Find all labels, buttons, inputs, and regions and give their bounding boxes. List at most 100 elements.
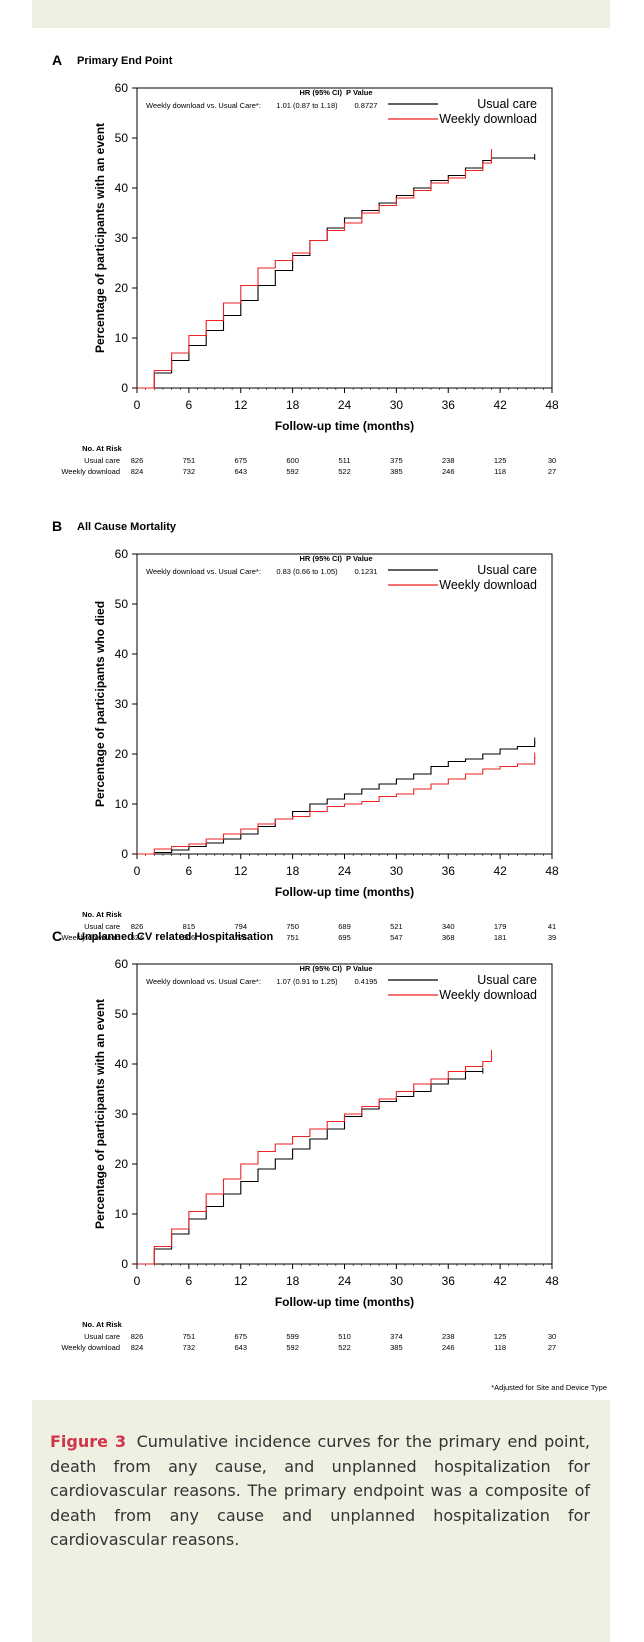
at-risk-value: 695 — [338, 933, 351, 942]
at-risk-value: 751 — [183, 456, 196, 465]
at-risk-row-name: Usual care — [84, 922, 120, 931]
y-tick-label: 50 — [115, 597, 129, 611]
at-risk-value: 643 — [234, 467, 247, 476]
series-line-1 — [137, 756, 536, 855]
x-tick-label: 6 — [186, 398, 193, 412]
at-risk-value: 826 — [131, 456, 144, 465]
at-risk-value: 815 — [183, 922, 196, 931]
at-risk-value: 547 — [390, 933, 403, 942]
panel-letter: C — [52, 928, 62, 944]
series-line-0 — [137, 157, 535, 389]
x-tick-label: 12 — [234, 1274, 248, 1288]
panel-letter: A — [52, 52, 62, 68]
at-risk-value: 118 — [494, 1343, 506, 1352]
hr-header: HR (95% CI) — [299, 554, 342, 563]
p-value: 0.8727 — [355, 101, 378, 110]
at-risk-label: No. At Risk — [82, 910, 123, 919]
at-risk-value: 732 — [183, 467, 196, 476]
at-risk-value: 806 — [183, 933, 196, 942]
at-risk-value: 27 — [548, 467, 556, 476]
at-risk-row-name: Weekly download — [61, 467, 120, 476]
x-tick-label: 24 — [338, 1274, 352, 1288]
chart-title: Unplanned CV related Hospitalisation — [77, 931, 273, 943]
y-tick-label: 50 — [115, 131, 129, 145]
at-risk-value: 39 — [548, 933, 556, 942]
p-value-header: P Value — [346, 88, 373, 97]
hr-comparison-label: Weekly download vs. Usual Care*: — [146, 567, 261, 576]
legend-label-0: Usual care — [477, 563, 537, 577]
y-axis-label: Percentage of participants who died — [93, 601, 107, 807]
x-tick-label: 12 — [234, 864, 248, 878]
hr-comparison-label: Weekly download vs. Usual Care*: — [146, 977, 261, 986]
p-value: 0.4195 — [355, 977, 378, 986]
at-risk-value: 824 — [131, 933, 144, 942]
at-risk-value: 118 — [494, 467, 506, 476]
at-risk-value: 675 — [234, 456, 247, 465]
at-risk-row-name: Usual care — [84, 1332, 120, 1341]
at-risk-row-name: Usual care — [84, 456, 120, 465]
at-risk-value: 522 — [338, 1343, 351, 1352]
at-risk-value: 30 — [548, 1332, 556, 1341]
chart-panel-b: B All Cause Mortality 0 10 20 30 40 50 60 0 6 12 18 2… — [52, 518, 559, 942]
x-tick-label: 48 — [545, 398, 559, 412]
at-risk-value: 181 — [494, 933, 507, 942]
y-axis-label: Percentage of participants with an event — [93, 999, 107, 1229]
y-tick-label: 40 — [115, 1057, 129, 1071]
y-tick-label: 40 — [115, 181, 129, 195]
y-tick-label: 10 — [115, 797, 129, 811]
at-risk-value: 522 — [338, 467, 351, 476]
at-risk-value: 824 — [131, 1343, 144, 1352]
at-risk-value: 643 — [234, 1343, 247, 1352]
at-risk-value: 246 — [442, 467, 455, 476]
hr-header: HR (95% CI) — [299, 88, 342, 97]
y-tick-label: 30 — [115, 1107, 129, 1121]
series-line-1 — [137, 153, 493, 389]
figure-caption: Figure 3 Cumulative incidence curves for… — [50, 1430, 590, 1553]
y-tick-label: 20 — [115, 281, 129, 295]
at-risk-value: 751 — [286, 933, 299, 942]
y-tick-label: 30 — [115, 231, 129, 245]
legend-label-0: Usual care — [477, 973, 537, 987]
at-risk-value: 511 — [339, 456, 351, 465]
x-tick-label: 42 — [493, 398, 507, 412]
y-tick-label: 20 — [115, 1157, 129, 1171]
p-value: 0.1231 — [355, 567, 378, 576]
chart-title: Primary End Point — [77, 55, 173, 67]
x-axis-label: Follow-up time (months) — [275, 1295, 414, 1309]
at-risk-value: 776 — [234, 933, 247, 942]
x-tick-label: 0 — [134, 398, 141, 412]
hr-value: 1.01 (0.87 to 1.18) — [276, 101, 338, 110]
y-tick-label: 0 — [121, 381, 128, 395]
p-value-header: P Value — [346, 554, 373, 563]
x-tick-label: 24 — [338, 398, 352, 412]
legend-label-1: Weekly download — [439, 578, 537, 592]
at-risk-value: 125 — [494, 1332, 507, 1341]
at-risk-value: 375 — [390, 456, 403, 465]
at-risk-value: 374 — [390, 1332, 403, 1341]
x-axis-label: Follow-up time (months) — [275, 419, 414, 433]
at-risk-value: 826 — [131, 922, 144, 931]
x-tick-label: 24 — [338, 864, 352, 878]
x-axis-label: Follow-up time (months) — [275, 885, 414, 899]
y-tick-label: 30 — [115, 697, 129, 711]
y-tick-label: 60 — [115, 957, 129, 971]
x-tick-label: 0 — [134, 864, 141, 878]
y-tick-label: 0 — [121, 847, 128, 861]
x-tick-label: 36 — [442, 1274, 456, 1288]
x-tick-label: 12 — [234, 398, 248, 412]
at-risk-value: 689 — [338, 922, 351, 931]
x-tick-label: 30 — [390, 1274, 404, 1288]
legend-label-1: Weekly download — [439, 988, 537, 1002]
plot-frame — [136, 553, 553, 855]
x-tick-label: 48 — [545, 1274, 559, 1288]
y-axis-label: Percentage of participants with an event — [93, 123, 107, 353]
at-risk-value: 340 — [442, 922, 455, 931]
at-risk-value: 599 — [286, 1332, 299, 1341]
at-risk-value: 179 — [494, 922, 507, 931]
x-tick-label: 6 — [186, 1274, 193, 1288]
y-tick-label: 20 — [115, 747, 129, 761]
chart-panel-c: C Unplanned CV related Hospitalisation 0 10… — [52, 928, 559, 1352]
x-tick-label: 18 — [286, 864, 300, 878]
y-tick-label: 50 — [115, 1007, 129, 1021]
